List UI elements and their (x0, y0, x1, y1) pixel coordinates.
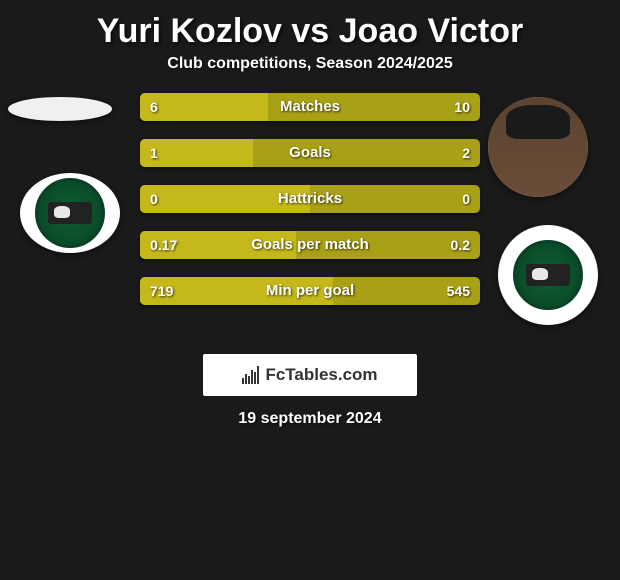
player-left-club-badge (20, 173, 120, 253)
player-right-avatar (488, 97, 588, 197)
stats-area: 6Matches10 1Goals2 0Hattricks0 0.17Goals pe… (0, 91, 620, 341)
date-label: 19 september 2024 (0, 410, 620, 428)
stat-row: 0Hattricks0 (140, 185, 480, 213)
stat-value-right: 2 (462, 139, 470, 167)
club-badge-icon (513, 240, 583, 310)
bar-chart-icon (242, 366, 259, 384)
attribution-badge[interactable]: FcTables.com (203, 354, 417, 396)
stat-label: Goals per match (140, 231, 480, 259)
stat-row: 719Min per goal545 (140, 277, 480, 305)
stat-value-right: 10 (454, 93, 470, 121)
stat-row: 1Goals2 (140, 139, 480, 167)
stat-value-right: 0.2 (451, 231, 470, 259)
stat-label: Hattricks (140, 185, 480, 213)
player-right-club-badge (498, 225, 598, 325)
attribution-text: FcTables.com (265, 365, 377, 385)
page-subtitle: Club competitions, Season 2024/2025 (0, 55, 620, 91)
stats-bars: 6Matches10 1Goals2 0Hattricks0 0.17Goals pe… (140, 93, 480, 305)
page-title: Yuri Kozlov vs Joao Victor (0, 0, 620, 55)
comparison-card: Yuri Kozlov vs Joao Victor Club competit… (0, 0, 620, 341)
stat-value-right: 0 (462, 185, 470, 213)
stat-row: 0.17Goals per match0.2 (140, 231, 480, 259)
club-badge-icon (35, 178, 105, 248)
stat-label: Goals (140, 139, 480, 167)
stat-row: 6Matches10 (140, 93, 480, 121)
stat-label: Min per goal (140, 277, 480, 305)
stat-label: Matches (140, 93, 480, 121)
stat-value-right: 545 (447, 277, 470, 305)
player-left-avatar (8, 97, 112, 121)
